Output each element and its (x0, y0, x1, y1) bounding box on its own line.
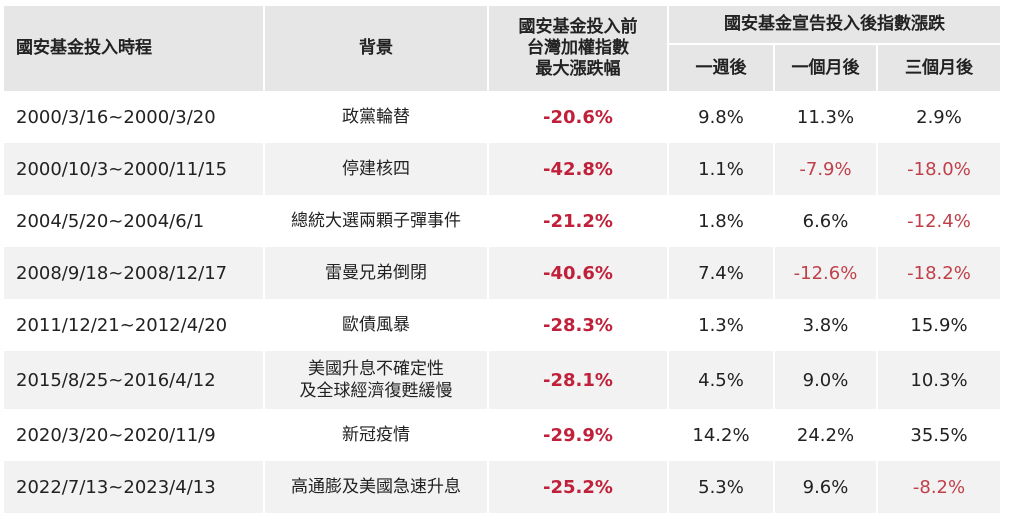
cell-max-drop: -21.2% (487, 195, 668, 247)
cell-month3: 10.3% (876, 351, 1000, 409)
cell-month1: 9.6% (773, 461, 877, 513)
cell-background: 美國升息不確定性 及全球經濟復甦緩慢 (263, 351, 488, 409)
cell-month1: -12.6% (773, 247, 877, 299)
header-max-drop: 國安基金投入前 台灣加權指數 最大漲跌幅 (487, 6, 668, 91)
cell-week1: 4.5% (667, 351, 774, 409)
cell-background-line: 美國升息不確定性 (308, 359, 444, 379)
header-month1: 一個月後 (773, 43, 877, 91)
cell-period: 2000/3/16~2000/3/20 (4, 91, 264, 143)
cell-period: 2011/12/21~2012/4/20 (4, 299, 264, 351)
table-row: 2020/3/20~2020/11/9 新冠疫情 -29.9% 14.2% 24.2% 3… (4, 409, 1000, 461)
cell-background-line: 高通膨及美國急速升息 (291, 477, 461, 497)
header-month3: 三個月後 (876, 43, 1000, 91)
cell-week1: 1.1% (667, 143, 774, 195)
cell-month1: 24.2% (773, 409, 877, 461)
table-row: 2000/10/3~2000/11/15 停建核四 -42.8% 1.1% -7.9% -… (4, 143, 1000, 195)
table-row: 2022/7/13~2023/4/13 高通膨及美國急速升息 -25.2% 5.3% 9… (4, 461, 1000, 513)
cell-period: 2022/7/13~2023/4/13 (4, 461, 264, 513)
cell-month1: -7.9% (773, 143, 877, 195)
cell-background-line: 總統大選兩顆子彈事件 (291, 211, 461, 231)
cell-week1: 14.2% (667, 409, 774, 461)
cell-month1: 11.3% (773, 91, 877, 143)
cell-period: 2020/3/20~2020/11/9 (4, 409, 264, 461)
cell-month3: 15.9% (876, 299, 1000, 351)
cell-background-line: 新冠疫情 (342, 425, 410, 445)
cell-background: 停建核四 (263, 143, 488, 195)
cell-max-drop: -28.3% (487, 299, 668, 351)
header-max-drop-line: 國安基金投入前 (518, 17, 638, 37)
cell-background-line: 政黨輪替 (342, 107, 410, 127)
cell-background-line: 歐債風暴 (342, 315, 410, 335)
cell-month3: 2.9% (876, 91, 1000, 143)
table-row: 2000/3/16~2000/3/20 政黨輪替 -20.6% 9.8% 11.3% 2.… (4, 91, 1000, 143)
cell-month3: -12.4% (876, 195, 1000, 247)
cell-background-line: 及全球經濟復甦緩慢 (299, 381, 453, 401)
table-header: 國安基金投入時程 背景 國安基金投入前 台灣加權指數 最大漲跌幅 國安基金宣告投… (4, 6, 1000, 91)
cell-max-drop: -42.8% (487, 143, 668, 195)
table-row: 2004/5/20~2004/6/1 總統大選兩顆子彈事件 -21.2% 1.8% 6.… (4, 195, 1000, 247)
cell-background: 總統大選兩顆子彈事件 (263, 195, 488, 247)
table-row: 2008/9/18~2008/12/17 雷曼兄弟倒閉 -40.6% 7.4% -12.… (4, 247, 1000, 299)
cell-background: 雷曼兄弟倒閉 (263, 247, 488, 299)
cell-max-drop: -29.9% (487, 409, 668, 461)
cell-period: 2015/8/25~2016/4/12 (4, 351, 264, 409)
table-row: 2011/12/21~2012/4/20 歐債風暴 -28.3% 1.3% 3.8% 15… (4, 299, 1000, 351)
cell-background-line: 雷曼兄弟倒閉 (325, 263, 427, 283)
cell-week1: 5.3% (667, 461, 774, 513)
cell-max-drop: -20.6% (487, 91, 668, 143)
cell-max-drop: -40.6% (487, 247, 668, 299)
cell-month3: 35.5% (876, 409, 1000, 461)
header-background: 背景 (263, 6, 488, 91)
table-row: 2015/8/25~2016/4/12 美國升息不確定性 及全球經濟復甦緩慢 -28.… (4, 351, 1000, 409)
cell-week1: 9.8% (667, 91, 774, 143)
cell-month1: 9.0% (773, 351, 877, 409)
cell-max-drop: -28.1% (487, 351, 668, 409)
fund-intervention-table: 國安基金投入時程 背景 國安基金投入前 台灣加權指數 最大漲跌幅 國安基金宣告投… (4, 6, 1000, 513)
cell-background-line: 停建核四 (342, 159, 410, 179)
cell-month3: -18.0% (876, 143, 1000, 195)
cell-background: 歐債風暴 (263, 299, 488, 351)
fund-intervention-table-container: 國安基金投入時程 背景 國安基金投入前 台灣加權指數 最大漲跌幅 國安基金宣告投… (4, 6, 1000, 513)
header-max-drop-line: 台灣加權指數 (527, 38, 629, 58)
cell-month1: 3.8% (773, 299, 877, 351)
cell-week1: 7.4% (667, 247, 774, 299)
cell-background: 高通膨及美國急速升息 (263, 461, 488, 513)
cell-period: 2004/5/20~2004/6/1 (4, 195, 264, 247)
cell-month3: -8.2% (876, 461, 1000, 513)
header-week1: 一週後 (667, 43, 774, 91)
header-period: 國安基金投入時程 (4, 6, 264, 91)
cell-week1: 1.3% (667, 299, 774, 351)
cell-max-drop: -25.2% (487, 461, 668, 513)
header-after-group: 國安基金宣告投入後指數漲跌 (667, 6, 1000, 44)
cell-background: 新冠疫情 (263, 409, 488, 461)
cell-week1: 1.8% (667, 195, 774, 247)
cell-month3: -18.2% (876, 247, 1000, 299)
cell-period: 2008/9/18~2008/12/17 (4, 247, 264, 299)
cell-background: 政黨輪替 (263, 91, 488, 143)
cell-month1: 6.6% (773, 195, 877, 247)
table-body: 2000/3/16~2000/3/20 政黨輪替 -20.6% 9.8% 11.3% 2.… (4, 91, 1000, 513)
cell-period: 2000/10/3~2000/11/15 (4, 143, 264, 195)
header-max-drop-line: 最大漲跌幅 (535, 59, 621, 79)
